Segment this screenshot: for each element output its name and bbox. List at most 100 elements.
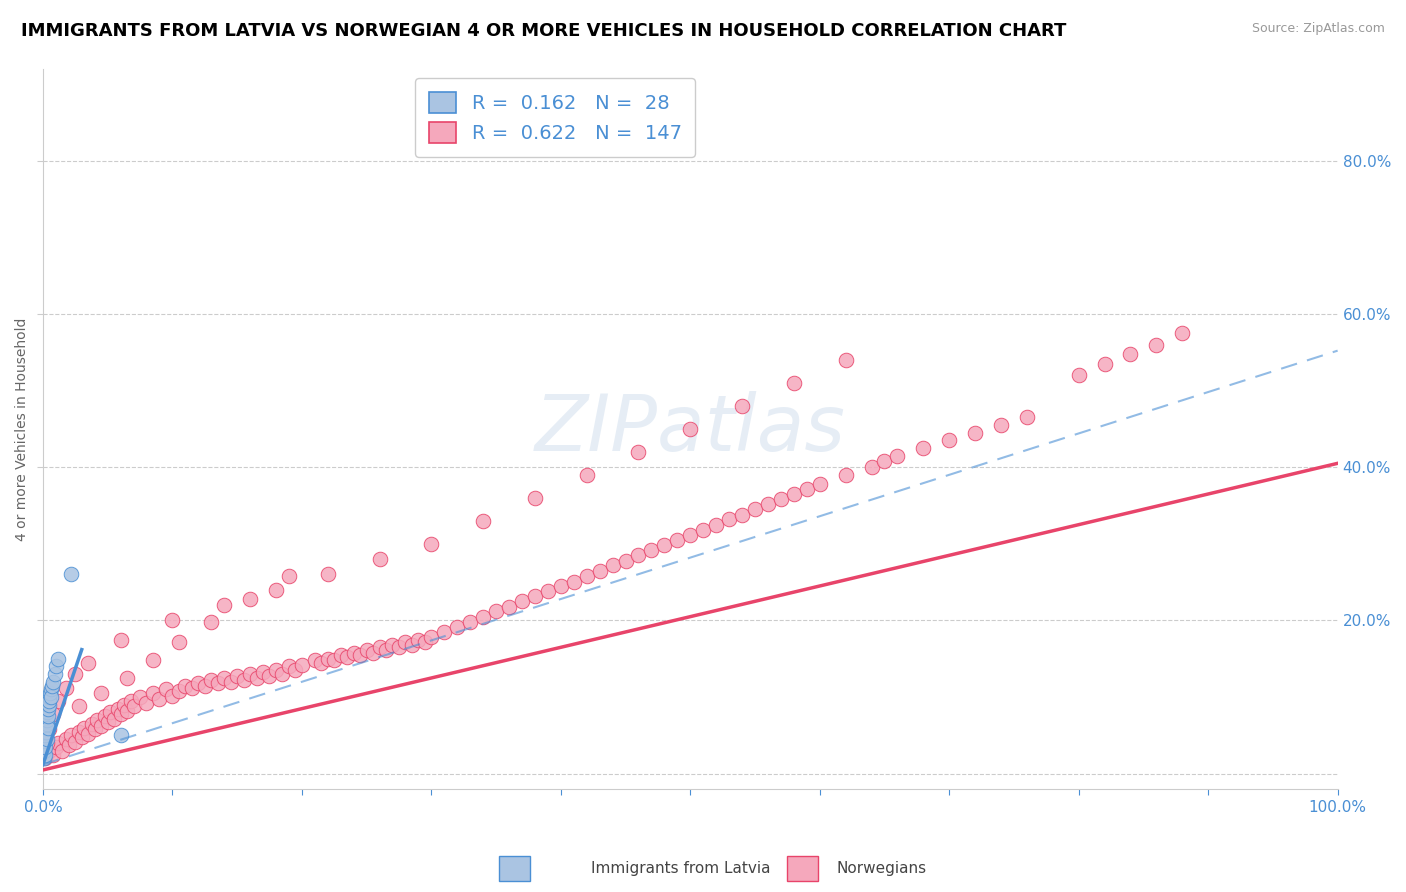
Point [212,671,235,685]
Point [162,614,184,628]
Point [55,681,77,695]
Point [174,679,197,693]
Point [562,575,585,590]
Point [304,653,326,667]
Point [77,727,100,741]
Point [965,425,987,440]
Point [194,679,217,693]
Point [167,635,190,649]
Point [264,582,287,597]
Point [1119,347,1142,361]
Point [679,527,702,541]
Point [413,635,436,649]
Point [523,589,546,603]
Point [65,667,87,681]
Point [212,598,235,612]
Point [1067,368,1090,383]
Point [103,712,125,726]
Point [886,449,908,463]
Point [200,615,222,629]
Point [187,676,209,690]
Point [323,653,346,667]
Point [446,619,468,633]
Point [42,706,65,721]
Point [588,564,610,578]
Point [575,467,598,482]
Point [375,642,398,657]
Point [45,739,67,754]
Point [692,523,714,537]
Point [627,445,650,459]
Point [167,684,190,698]
Point [35,736,58,750]
Point [796,482,818,496]
Point [42,674,65,689]
Point [97,714,120,729]
Point [744,502,766,516]
Point [83,723,105,737]
Point [42,747,65,762]
Point [98,706,121,720]
Point [60,567,83,582]
Point [343,646,366,660]
Point [34,729,56,743]
Point [1171,326,1194,340]
Text: Immigrants from Latvia: Immigrants from Latvia [591,862,770,876]
Point [35,721,58,735]
Point [329,648,352,662]
Point [34,747,56,762]
Point [39,682,62,697]
Point [48,736,70,750]
Point [245,671,267,685]
Point [769,492,792,507]
Point [58,738,80,752]
Point [35,717,58,731]
Point [70,730,93,744]
Point [873,454,896,468]
Point [67,699,90,714]
Point [472,609,495,624]
Point [627,549,650,563]
Point [80,717,103,731]
Point [640,543,662,558]
Point [368,640,391,655]
Point [291,657,314,672]
Point [834,467,856,482]
Point [38,694,60,708]
Point [731,508,754,522]
Point [226,668,249,682]
Point [361,646,384,660]
Point [264,663,287,677]
Point [602,558,624,573]
Point [35,724,58,739]
Point [498,599,520,614]
Point [550,579,572,593]
Point [38,698,60,712]
Point [65,734,87,748]
Point [38,723,60,737]
Point [783,487,806,501]
Point [110,729,132,743]
Point [381,638,404,652]
Point [35,732,58,747]
Text: IMMIGRANTS FROM LATVIA VS NORWEGIAN 4 OR MORE VEHICLES IN HOUSEHOLD CORRELATION : IMMIGRANTS FROM LATVIA VS NORWEGIAN 4 OR… [21,22,1067,40]
Point [420,631,443,645]
Point [401,638,423,652]
Point [349,648,371,662]
Point [94,709,117,723]
Point [654,538,676,552]
Point [704,517,727,532]
Point [110,632,132,647]
Point [420,537,443,551]
Point [368,552,391,566]
Point [388,640,411,655]
Point [1094,357,1116,371]
Point [35,713,58,727]
Legend: R =  0.162   N =  28, R =  0.622   N =  147: R = 0.162 N = 28, R = 0.622 N = 147 [415,78,695,157]
Point [239,667,262,681]
Point [575,569,598,583]
Point [614,554,637,568]
Point [718,512,741,526]
Point [55,732,77,747]
Point [679,422,702,436]
